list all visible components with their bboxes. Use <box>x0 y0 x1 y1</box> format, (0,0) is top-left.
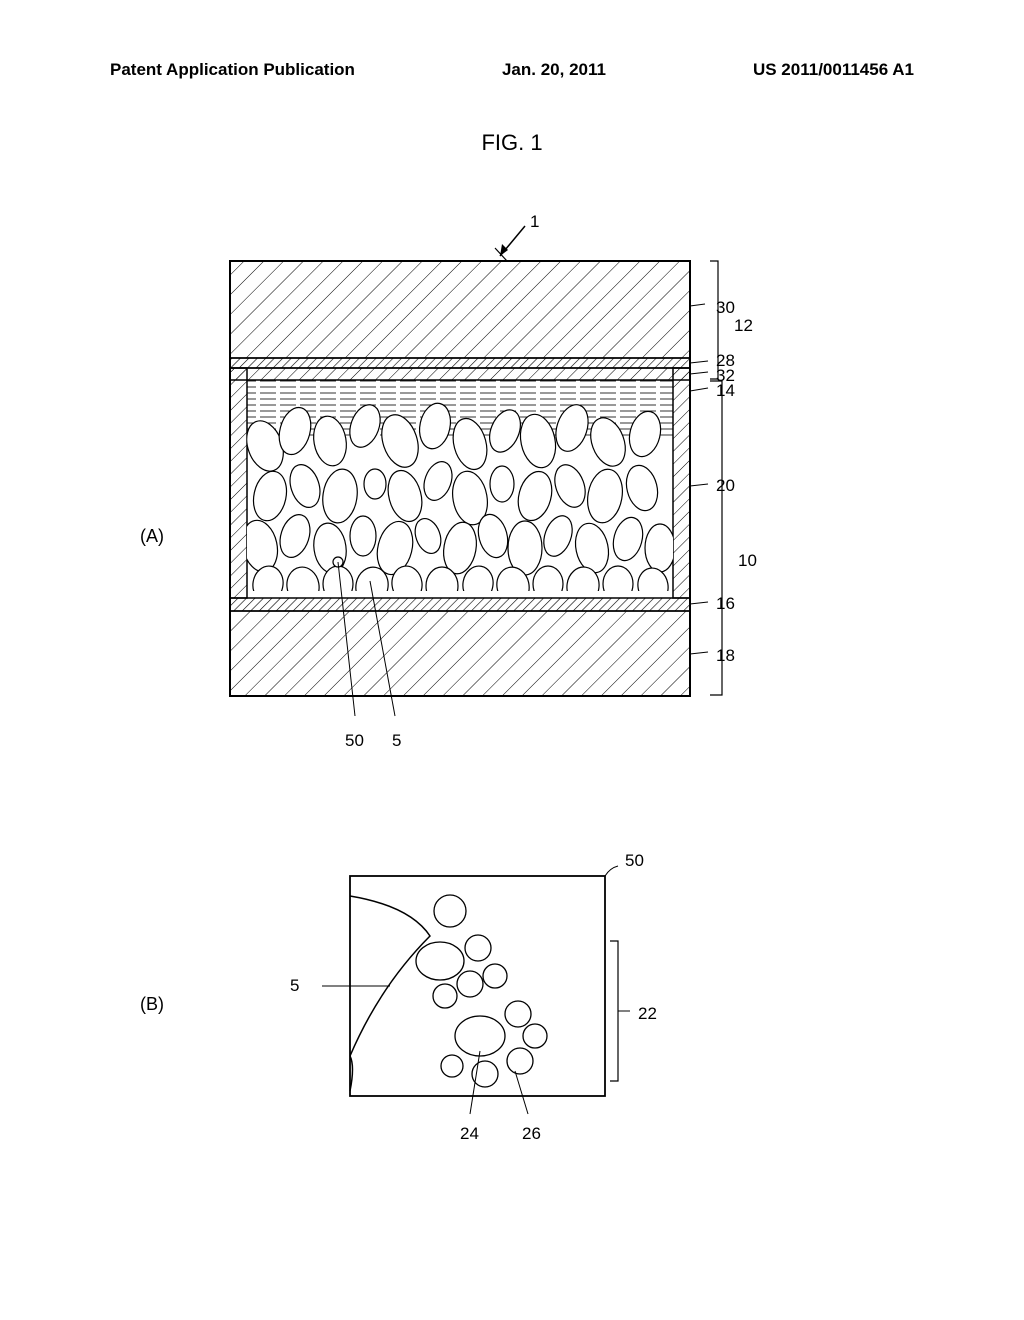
header-right: US 2011/0011456 A1 <box>753 60 914 80</box>
ref-20: 20 <box>716 476 735 496</box>
ref-22: 22 <box>638 1004 657 1024</box>
header-left: Patent Application Publication <box>110 60 355 80</box>
ref-18: 18 <box>716 646 735 666</box>
ref-30: 30 <box>716 298 735 318</box>
ref-50-a: 50 <box>345 731 364 751</box>
panel-b-svg <box>310 856 650 1136</box>
header-center: Jan. 20, 2011 <box>502 60 606 80</box>
ref-50-b: 50 <box>625 851 644 871</box>
ref-12: 12 <box>734 316 753 336</box>
ref-24: 24 <box>460 1124 479 1144</box>
panel-a-svg <box>200 186 840 726</box>
panel-b-label: (B) <box>140 994 164 1015</box>
ref-arrow-1 <box>495 226 525 261</box>
particle-layer <box>238 400 675 608</box>
page-header: Patent Application Publication Jan. 20, … <box>0 0 1024 100</box>
ref-1: 1 <box>530 212 539 232</box>
panel-a-label: (A) <box>140 526 164 547</box>
ref-16: 16 <box>716 594 735 614</box>
ref-26: 26 <box>522 1124 541 1144</box>
ref-5-b: 5 <box>290 976 299 996</box>
figure-title: FIG. 1 <box>0 130 1024 156</box>
ref-5-a: 5 <box>392 731 401 751</box>
ref-14: 14 <box>716 381 735 401</box>
ref-10: 10 <box>738 551 757 571</box>
